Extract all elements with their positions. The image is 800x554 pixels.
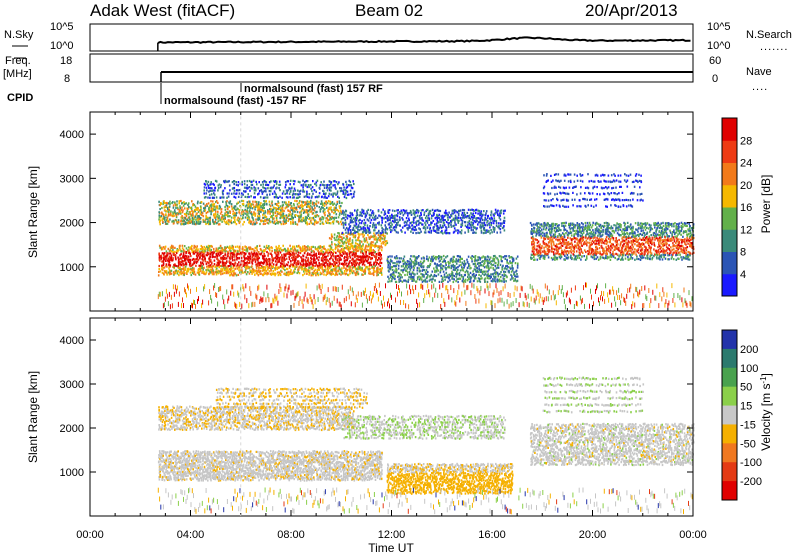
colorbar-tick: -50	[740, 438, 756, 450]
colorbar-tick: -100	[740, 457, 762, 469]
x-tick-label: 00:00	[76, 529, 104, 541]
colorbar-tick: 4	[740, 269, 746, 281]
colorbar-swatch	[722, 481, 737, 501]
y-tick-label: 3000	[60, 379, 84, 391]
y-tick-label: 1000	[60, 467, 84, 479]
x-tick-label: 00:00	[679, 529, 707, 541]
velocity-colorbar: 200 100 50 15 -15 -50 -100 -200	[721, 329, 762, 501]
colorbar-tick: 50	[740, 382, 752, 394]
svg-text:.......: .......	[760, 41, 788, 53]
colorbar-swatch	[722, 386, 737, 407]
velocity-ylabel: Slant Range [km]	[26, 371, 40, 463]
colorbar-swatch	[722, 273, 737, 297]
noise-right-label: N.Search	[746, 29, 792, 41]
colorbar-tick: 16	[740, 202, 752, 214]
y-tick-label: 2000	[60, 423, 84, 435]
noise-left-tick-top: 10^5	[50, 21, 74, 33]
freq-panel: Freq. [MHz] Nave .... 18 8 60 0	[3, 53, 772, 93]
nave-tick-top: 60	[709, 55, 721, 67]
x-axis: 00:00 04:00 08:00 12:00 16:00 20:00 00:00	[76, 112, 707, 541]
y-tick-label: 3000	[60, 173, 84, 185]
colorbar-tick: 28	[740, 135, 752, 147]
freq-label-2: [MHz]	[3, 68, 32, 80]
colorbar-swatch	[722, 229, 737, 252]
colorbar-swatch	[722, 184, 737, 208]
y-tick-label: 4000	[60, 129, 84, 141]
x-tick-label: 08:00	[277, 529, 305, 541]
colorbar-swatch	[722, 118, 737, 141]
cpid-label: CPID	[7, 92, 33, 104]
cpid-annotation-1: normalsound (fast) 157 RF	[244, 83, 383, 95]
noise-right-tick-top: 10^5	[707, 21, 731, 33]
freq-label-1: Freq.	[5, 55, 31, 67]
noise-right-tick-bottom: 10^0	[707, 40, 731, 52]
colorbar-swatch	[722, 367, 737, 388]
y-tick-label: 2000	[60, 218, 84, 230]
velocity-yticks: 1000 2000 3000 4000	[60, 335, 693, 479]
title-left: Adak West (fitACF)	[90, 1, 235, 20]
x-axis-label: Time UT	[368, 541, 414, 554]
colorbar-tick: 15	[740, 401, 752, 413]
velocity-colorbar-label: Velocity [m s-1]	[759, 373, 773, 451]
colorbar-swatch	[722, 443, 737, 463]
velocity-scatter	[157, 376, 695, 515]
power-scatter	[157, 173, 695, 310]
power-colorbar-label: Power [dB]	[759, 175, 773, 234]
colorbar-swatch	[722, 162, 737, 186]
colorbar-swatch	[722, 207, 737, 230]
colorbar-swatch	[722, 424, 737, 444]
colorbar-swatch	[722, 251, 737, 275]
x-tick-label: 20:00	[579, 529, 607, 541]
noise-panel: N.Sky N.Search ....... 10^5 10^0 10^5 10…	[4, 21, 792, 53]
colorbar-swatch	[722, 405, 737, 425]
power-panel: 1000 2000 3000 4000 Slant Range [km] 4 8 12 16…	[26, 111, 773, 312]
cpid-row: CPID normalsound (fast) 157 RF normalsou…	[7, 83, 383, 107]
power-colorbar: 4 8 12 16 20 24 28	[721, 117, 752, 297]
title-right: 20/Apr/2013	[585, 1, 678, 20]
power-ylabel: Slant Range [km]	[26, 166, 40, 258]
x-tick-label: 16:00	[478, 529, 506, 541]
colorbar-tick: 20	[740, 180, 752, 192]
noise-trace	[157, 36, 691, 51]
colorbar-tick: -200	[740, 476, 762, 488]
velocity-panel: 1000 2000 3000 4000 Slant Range [km] 200 100…	[26, 317, 773, 517]
colorbar-swatch	[722, 140, 737, 163]
noise-left-label: N.Sky	[4, 29, 34, 41]
nave-tick-bottom: 0	[712, 73, 718, 85]
colorbar-tick: 12	[740, 224, 752, 236]
colorbar-swatch	[722, 348, 737, 369]
colorbar-tick: 24	[740, 158, 752, 170]
y-tick-label: 4000	[60, 335, 84, 347]
freq-right-label: Nave	[746, 66, 772, 78]
noise-left-tick-bottom: 10^0	[50, 40, 74, 52]
x-tick-label: 12:00	[378, 529, 406, 541]
colorbar-swatch	[722, 330, 737, 350]
colorbar-tick: 100	[740, 363, 758, 375]
x-tick-label: 04:00	[177, 529, 205, 541]
freq-tick-top: 18	[60, 55, 72, 67]
colorbar-tick: 8	[740, 247, 746, 259]
colorbar-swatch	[722, 462, 737, 482]
cpid-annotation-2: normalsound (fast) -157 RF	[164, 95, 307, 107]
freq-tick-bottom: 8	[64, 73, 70, 85]
y-tick-label: 1000	[60, 262, 84, 274]
svg-text:....: ....	[752, 81, 768, 93]
colorbar-tick: 200	[740, 344, 758, 356]
title-center: Beam 02	[355, 1, 423, 20]
colorbar-tick: -15	[740, 419, 756, 431]
power-yticks: 1000 2000 3000 4000	[60, 129, 693, 274]
